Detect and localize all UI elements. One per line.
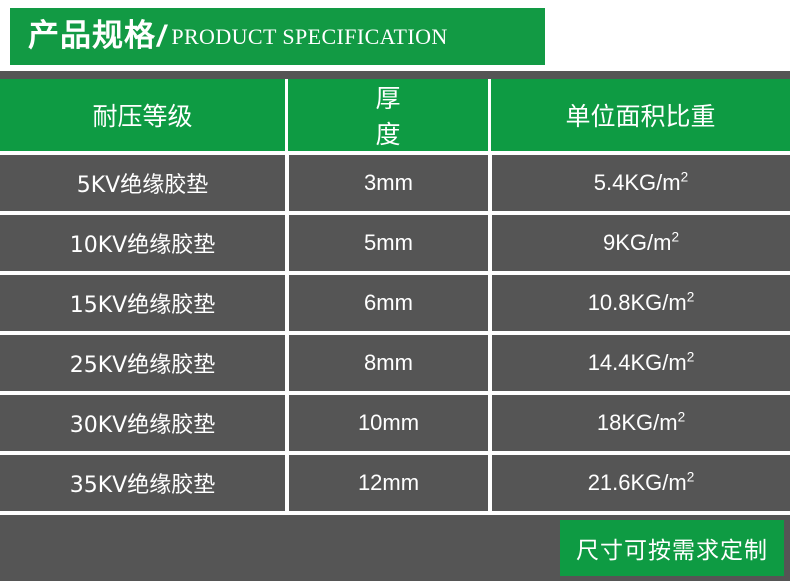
cell-weight-value: 10.8KG/m [587, 290, 687, 315]
cell-weight-value: 18KG/m [596, 410, 678, 435]
table-row: 35KV绝缘胶垫 12mm 21.6KG/m2 [0, 451, 790, 511]
cell-weight-value: 14.4KG/m [587, 350, 687, 375]
cell-grade: 5KV绝缘胶垫 [0, 151, 285, 211]
table-row: 5KV绝缘胶垫 3mm 5.4KG/m2 [0, 151, 790, 211]
cell-weight: 18KG/m2 [488, 391, 790, 451]
cell-weight-superscript: 2 [686, 349, 695, 365]
cell-weight: 21.6KG/m2 [488, 451, 790, 511]
table-header-row: 耐压等级 厚 度 单位面积比重 [0, 79, 790, 151]
column-header-weight: 单位面积比重 [488, 79, 790, 151]
table-row: 30KV绝缘胶垫 10mm 18KG/m2 [0, 391, 790, 451]
cell-thickness: 6mm [285, 271, 488, 331]
page-title-chinese: 产品规格 [28, 18, 156, 54]
specification-table: 耐压等级 厚 度 单位面积比重 5KV绝缘胶垫 3mm 5.4KG/m2 10K… [0, 79, 790, 581]
cell-thickness: 8mm [285, 331, 488, 391]
page-title-english: PRODUCT SPECIFICATION [171, 23, 448, 49]
table-row: 15KV绝缘胶垫 6mm 10.8KG/m2 [0, 271, 790, 331]
cell-weight-superscript: 2 [677, 409, 686, 425]
table-footer-row: 尺寸可按需求定制 [0, 511, 790, 581]
cell-thickness: 3mm [285, 151, 488, 211]
cell-weight-value: 9KG/m [602, 230, 672, 255]
custom-size-badge: 尺寸可按需求定制 [560, 520, 784, 576]
page-title-banner: 产品规格 / PRODUCT SPECIFICATION [10, 8, 545, 65]
cell-weight: 9KG/m2 [488, 211, 790, 271]
cell-grade: 15KV绝缘胶垫 [0, 271, 285, 331]
cell-weight-superscript: 2 [686, 469, 695, 485]
cell-thickness: 5mm [285, 211, 488, 271]
footer-cell: 尺寸可按需求定制 [0, 511, 790, 581]
spec-sheet-page: 产品规格 / PRODUCT SPECIFICATION 耐压等级 厚 度 单位… [0, 8, 790, 581]
cell-weight-value: 21.6KG/m [587, 470, 687, 495]
column-header-thickness: 厚 度 [285, 79, 529, 151]
cell-thickness: 12mm [285, 451, 488, 511]
cell-weight: 5.4KG/m2 [488, 151, 790, 211]
cell-weight: 10.8KG/m2 [488, 271, 790, 331]
table-body: 5KV绝缘胶垫 3mm 5.4KG/m2 10KV绝缘胶垫 5mm 9KG/m2… [0, 151, 790, 581]
footer-inner: 尺寸可按需求定制 [0, 515, 790, 581]
table-top-strip [0, 71, 790, 79]
table-row: 10KV绝缘胶垫 5mm 9KG/m2 [0, 211, 790, 271]
cell-weight-value: 5.4KG/m [593, 170, 681, 195]
cell-grade: 35KV绝缘胶垫 [0, 451, 285, 511]
cell-thickness: 10mm [285, 391, 488, 451]
column-header-grade: 耐压等级 [0, 79, 285, 151]
table-row: 25KV绝缘胶垫 8mm 14.4KG/m2 [0, 331, 790, 391]
specification-table-wrapper: 耐压等级 厚 度 单位面积比重 5KV绝缘胶垫 3mm 5.4KG/m2 10K… [0, 71, 790, 581]
cell-grade: 10KV绝缘胶垫 [0, 211, 285, 271]
cell-weight-superscript: 2 [680, 169, 689, 185]
page-title-separator: / [157, 19, 166, 53]
cell-weight-superscript: 2 [671, 229, 680, 245]
cell-grade: 25KV绝缘胶垫 [0, 331, 285, 391]
cell-grade: 30KV绝缘胶垫 [0, 391, 285, 451]
cell-weight-superscript: 2 [686, 289, 695, 305]
cell-weight: 14.4KG/m2 [488, 331, 790, 391]
column-header-thickness-label: 厚 度 [375, 84, 529, 149]
